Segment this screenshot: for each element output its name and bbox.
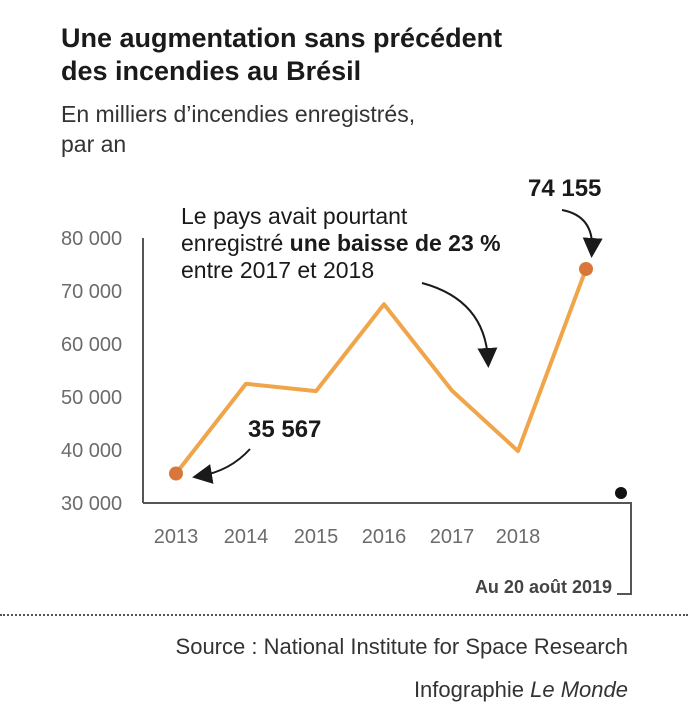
footer-divider — [0, 614, 688, 616]
note-line-2-bold: une baisse de 23 % — [290, 230, 501, 256]
y-tick-label: 40 000 — [61, 440, 122, 462]
source-text: Source : National Institute for Space Re… — [175, 634, 628, 659]
y-axis: 30 000 40 000 50 000 60 000 70 000 80 000 — [61, 228, 144, 515]
title-line-2: des incendies au Brésil — [61, 56, 362, 86]
date-marker-dot — [615, 487, 627, 499]
note-line-1: Le pays avait pourtant — [181, 203, 408, 229]
date-marker-bracket — [617, 502, 632, 595]
x-tick-label: 2014 — [224, 526, 269, 548]
x-axis: 2013 2014 2015 2016 2017 2018 Au 20 août 2019 — [143, 487, 632, 597]
title-line-1: Une augmentation sans précédent — [61, 23, 503, 53]
note-line-2-plain: enregistré — [181, 230, 290, 256]
x-tick-label: 2017 — [430, 526, 475, 548]
series-line — [174, 266, 588, 476]
note-arrow — [421, 282, 498, 368]
y-tick-label: 70 000 — [61, 281, 122, 303]
x-tick-label: 2018 — [496, 526, 541, 548]
start-value-label: 35 567 — [248, 416, 321, 443]
chart-subtitle: En milliers d’incendies enregistrés, par… — [61, 99, 661, 159]
x-tick-label: 2015 — [294, 526, 339, 548]
line-chart: 30 000 40 000 50 000 60 000 70 000 80 000 201… — [61, 175, 632, 597]
annotations: 35 567 74 155 Le pays avait pourtantenregi… — [181, 175, 603, 484]
credit-text: Infographie Le Monde — [414, 677, 628, 703]
subtitle-line-2: par an — [61, 131, 127, 157]
series-fires — [169, 261, 593, 481]
subtitle-line-1: En milliers d’incendies enregistrés, — [61, 101, 416, 127]
y-tick-label: 30 000 — [61, 493, 122, 515]
y-tick-label: 60 000 — [61, 334, 122, 356]
credit-brand: Le Monde — [530, 677, 628, 702]
end-value-label: 74 155 — [528, 175, 601, 202]
data-point-2013 — [169, 466, 183, 481]
start-value-arrow — [192, 448, 251, 484]
note-line-3: entre 2017 et 2018 — [181, 257, 374, 283]
date-marker-label: Au 20 août 2019 — [475, 577, 612, 597]
chart-title: Une augmentation sans précédent des ince… — [61, 22, 661, 88]
y-tick-label: 80 000 — [61, 228, 122, 250]
x-tick-label: 2016 — [362, 526, 407, 548]
credit-prefix: Infographie — [413, 677, 531, 702]
x-tick-label: 2013 — [154, 526, 199, 548]
note-line-2: enregistré une baisse de 23 % — [181, 230, 501, 256]
data-point-2019 — [579, 261, 593, 276]
y-tick-label: 50 000 — [61, 387, 122, 409]
end-value-arrow — [561, 209, 603, 258]
